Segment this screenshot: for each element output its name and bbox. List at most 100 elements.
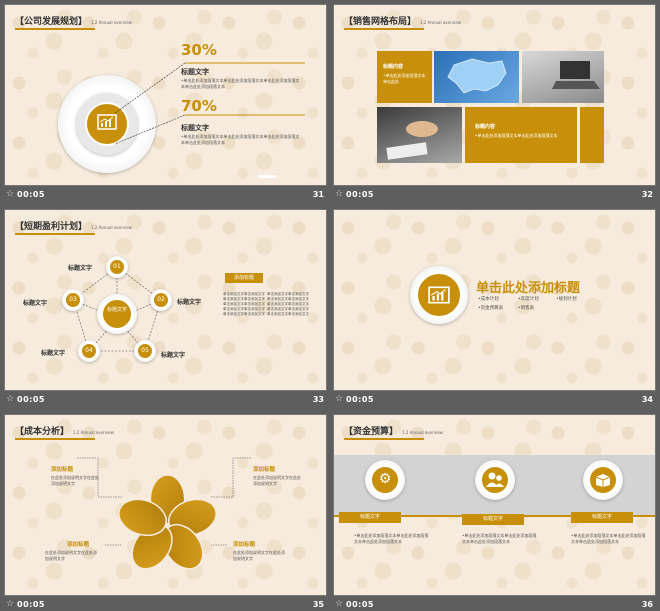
slide-36-footer: ☆ 00:05 36 xyxy=(333,597,656,611)
slide-timing: 00:05 xyxy=(346,190,374,199)
card-icon-circle xyxy=(480,465,510,495)
slide-title-bar: 【短期盈利计划】 1.2 Annual overview xyxy=(15,219,132,232)
slide-title: 【销售网格布局】 xyxy=(344,17,417,27)
ring-center xyxy=(85,102,129,146)
node-04 xyxy=(80,342,98,360)
slide-number: 34 xyxy=(641,395,653,404)
star-icon: ☆ xyxy=(335,599,344,609)
text-column-1: 单击添加文字单击添加文字单击添加文字单击添加文字单击添加文字单击添加文字单击添加… xyxy=(223,292,265,316)
slide-timing: 00:05 xyxy=(17,395,45,404)
slide-title-bar: 【成本分析】 1.2 Annual overview xyxy=(15,424,114,437)
slide-31-footer: ☆ 00:05 31 xyxy=(4,187,327,203)
node-number: 04 xyxy=(85,347,93,354)
node-number: 01 xyxy=(113,263,121,270)
handshake-photo xyxy=(377,107,462,163)
card-label-box: 标题文字 xyxy=(571,512,633,523)
slide-timing: 00:05 xyxy=(17,190,45,199)
slide-34-thumbnail[interactable]: 单击此处添加标题 •成本计划 •年度计划 •规划计划 •资金预算表 •销售表 xyxy=(333,209,656,391)
slide-32-footer: ☆ 00:05 32 xyxy=(333,187,656,203)
handshake-icon xyxy=(386,121,438,160)
title-underline xyxy=(344,438,424,440)
card-label-box: 标题文字 xyxy=(339,512,401,523)
map-image xyxy=(434,51,519,103)
node-label: 标题文字 xyxy=(68,265,93,272)
content-box-1: 标题内容 •单击此处添加段落文本单击此处 xyxy=(377,51,432,103)
chart-icon xyxy=(428,286,450,304)
slide-timing: 00:05 xyxy=(17,600,45,609)
card-label: 标题文字 xyxy=(482,516,503,522)
callout-title: 添加标题 xyxy=(67,542,90,548)
node-label: 标题文字 xyxy=(177,299,202,306)
star-icon: ☆ xyxy=(6,394,15,404)
slide-35-thumbnail[interactable]: 【成本分析】 1.2 Annual overview 添加标题 在此处添加说明文… xyxy=(4,414,327,596)
laptop-photo xyxy=(522,51,604,103)
china-map-icon xyxy=(447,58,507,94)
callout-lines xyxy=(77,457,251,546)
card-text: •单击此处添加段落文本单击此处添加段落文本单击此处添加段落文本 xyxy=(354,533,429,544)
callout-title: 添加标题 xyxy=(253,467,276,473)
node-label: 标题文字 xyxy=(41,350,66,357)
slide-title-bar: 【资金预算】 1.2 Annual overview xyxy=(344,424,443,437)
box-text: •单击此处添加段落文本单击此处添加段落文本 xyxy=(475,133,558,138)
tag-box: 添加标题 xyxy=(225,273,263,283)
callout-text: 在此处添加说明文字在此处添加说明文字 xyxy=(51,475,99,486)
item-body-1: •单击此处添加段落文本单击此处添加段落文本单击此处添加段落文本单击此处添加段落文… xyxy=(181,78,300,89)
slide-subtitle: 1.2 Annual overview xyxy=(91,20,132,25)
item-title-2: 标题文字 xyxy=(181,124,209,132)
node-number: 03 xyxy=(69,296,77,303)
slide-title-bar: 【公司发展规划】 1.2 Annual overview xyxy=(15,14,132,27)
slide-title: 【公司发展规划】 xyxy=(15,17,88,27)
laptop-icon xyxy=(552,61,600,89)
card-label-box: 标题文字 xyxy=(462,514,524,525)
slide-33-thumbnail[interactable]: 【短期盈利计划】 1.2 Annual overview 标题文字 01 标题文… xyxy=(4,209,327,391)
slide-number: 35 xyxy=(312,600,324,609)
percent-30: 30% xyxy=(181,41,217,59)
box-icon xyxy=(595,474,611,487)
bullet-item: •成本计划 xyxy=(478,297,499,302)
bullet-item: •年度计划 xyxy=(518,297,539,302)
callout-title: 添加标题 xyxy=(51,467,74,473)
node-label: 标题文字 xyxy=(161,352,186,359)
center-label: 标题文字 xyxy=(106,307,127,313)
bullet-item: •资金预算表 xyxy=(478,306,504,311)
title-underline xyxy=(15,438,95,440)
callout-title: 添加标题 xyxy=(233,542,256,548)
slide-35-footer: ☆ 00:05 35 xyxy=(4,597,327,611)
node-02 xyxy=(152,291,170,309)
card-label: 标题文字 xyxy=(591,514,612,520)
slide-number: 36 xyxy=(641,600,653,609)
slide-title: 【成本分析】 xyxy=(15,427,70,437)
node-05 xyxy=(136,342,154,360)
card-label: 标题文字 xyxy=(359,514,380,520)
slide-title-bar: 【销售网格布局】 1.2 Annual overview xyxy=(344,14,461,27)
slide-timing: 00:05 xyxy=(346,395,374,404)
people-icon xyxy=(486,472,504,487)
slide-heading: 单击此处添加标题 xyxy=(476,281,581,296)
slide-timing: 00:05 xyxy=(346,600,374,609)
slide-36-thumbnail[interactable]: 【资金预算】 1.2 Annual overview ⚙ 标题文字 •单击此处添… xyxy=(333,414,656,596)
slide-number: 33 xyxy=(312,395,324,404)
slide-32-thumbnail[interactable]: 【销售网格布局】 1.2 Annual overview 标题内容 •单击此处添… xyxy=(333,4,656,186)
title-underline xyxy=(15,28,95,30)
chart-icon xyxy=(97,114,117,130)
title-underline xyxy=(344,28,424,30)
slide-title: 【资金预算】 xyxy=(344,427,399,437)
slide-31-thumbnail[interactable]: 【公司发展规划】 1.2 Annual overview 30% 标题文字 •单… xyxy=(4,4,327,186)
callout-text: 在此处添加说明文字在此处添加说明文字 xyxy=(253,475,301,486)
star-icon: ☆ xyxy=(335,394,344,404)
node-number: 02 xyxy=(157,296,165,303)
slide-subtitle: 1.2 Annual overview xyxy=(73,430,114,435)
star-icon: ☆ xyxy=(6,189,15,199)
slide-subtitle: 1.2 Annual overview xyxy=(402,430,443,435)
slide-number: 32 xyxy=(641,190,653,199)
node-01 xyxy=(108,258,126,276)
slide-subtitle: 1.2 Annual overview xyxy=(420,20,461,25)
callout-text: 在此处添加说明文字在此处添加说明文字 xyxy=(233,550,285,561)
title-underline xyxy=(15,233,95,235)
item-body-2: •单击此处添加段落文本单击此处添加段落文本单击此处添加段落文本单击此处添加段落文… xyxy=(181,134,300,145)
bullet-item: •销售表 xyxy=(518,306,535,311)
star-icon: ☆ xyxy=(6,599,15,609)
slide-number: 31 xyxy=(312,190,324,199)
tag-label: 添加标题 xyxy=(233,275,254,281)
bullet-item: •规划计划 xyxy=(556,297,577,302)
